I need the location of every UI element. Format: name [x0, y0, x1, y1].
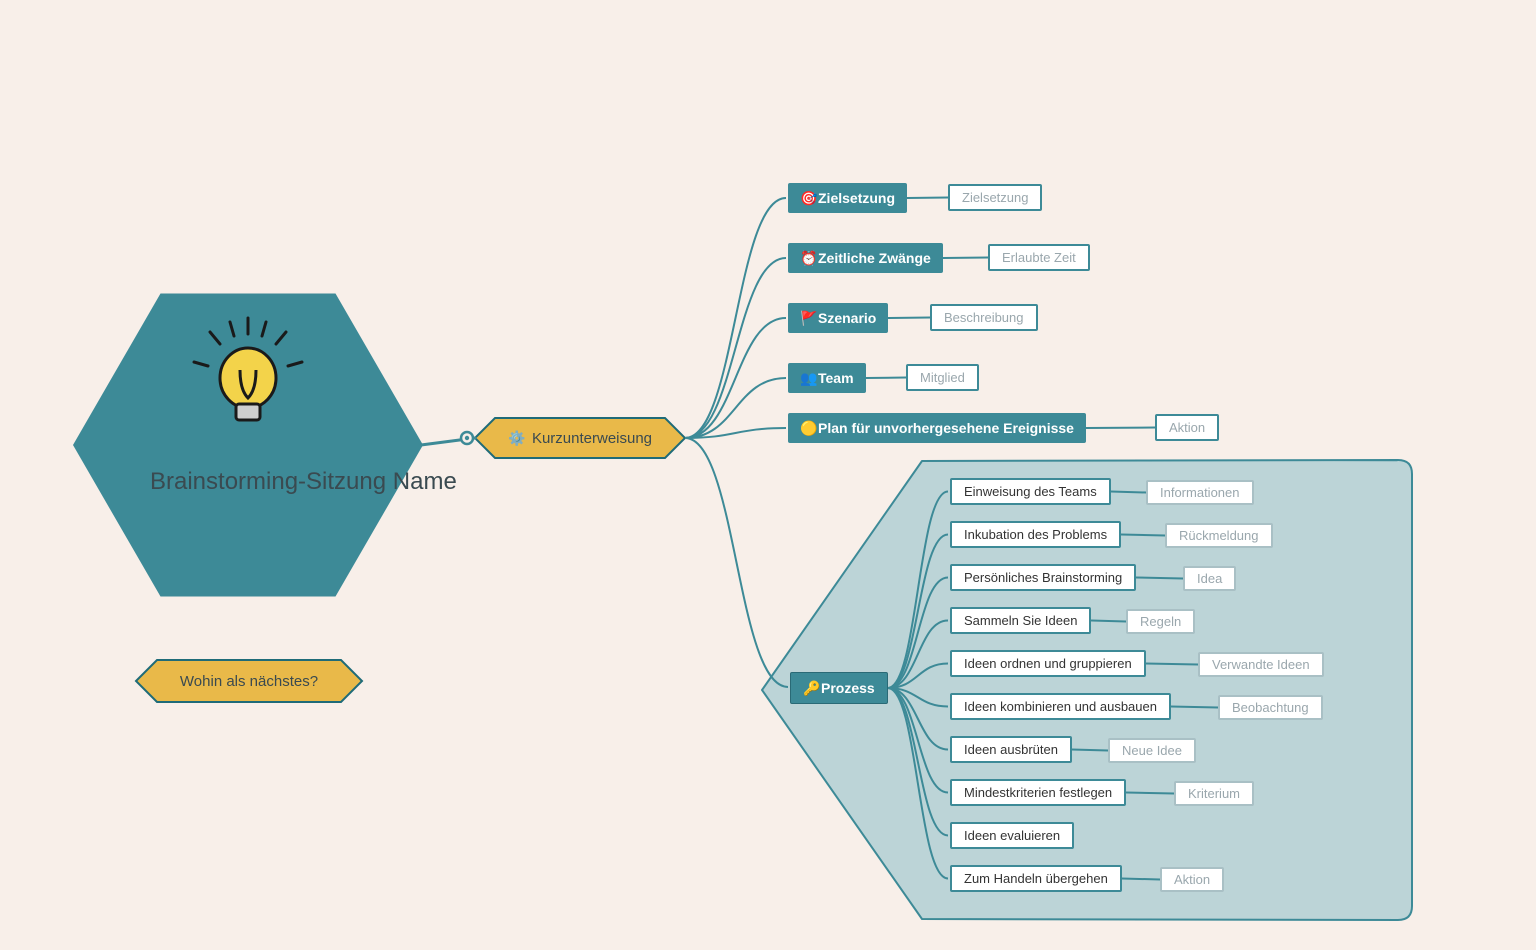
process-leaf-9[interactable]: Aktion: [1160, 867, 1224, 892]
process-leaf-label: Rückmeldung: [1179, 528, 1259, 543]
process-leaf-label: Aktion: [1174, 872, 1210, 887]
process-leaf-label: Kriterium: [1188, 786, 1240, 801]
leaf-label: Aktion: [1169, 420, 1205, 435]
process-leaf-1[interactable]: Rückmeldung: [1165, 523, 1273, 548]
leaf-ziel[interactable]: Zielsetzung: [948, 184, 1042, 211]
branch-zeit[interactable]: ⏰Zeitliche Zwänge: [788, 243, 943, 273]
branch-ziel[interactable]: 🎯Zielsetzung: [788, 183, 907, 213]
process-leaf-6[interactable]: Neue Idee: [1108, 738, 1196, 763]
key-icon: 🔑: [803, 679, 821, 697]
branch-plan[interactable]: 🟡Plan für unvorhergesehene Ereignisse: [788, 413, 1086, 443]
center-hex[interactable]: ⚙️ Kurzunterweisung: [475, 418, 685, 458]
leaf-zeit[interactable]: Erlaubte Zeit: [988, 244, 1090, 271]
process-step-1[interactable]: Inkubation des Problems: [950, 521, 1121, 548]
process-step-9[interactable]: Zum Handeln übergehen: [950, 865, 1122, 892]
leaf-label: Beschreibung: [944, 310, 1024, 325]
leaf-szen[interactable]: Beschreibung: [930, 304, 1038, 331]
next-hex-label: Wohin als nächstes?: [180, 673, 318, 690]
branch-label: Szenario: [818, 310, 876, 326]
process-leaf-0[interactable]: Informationen: [1146, 480, 1254, 505]
process-step-6[interactable]: Ideen ausbrüten: [950, 736, 1072, 763]
team-icon: 👥: [800, 369, 818, 387]
process-leaf-4[interactable]: Verwandte Ideen: [1198, 652, 1324, 677]
branch-label: Zielsetzung: [818, 190, 895, 206]
process-step-label: Ideen ausbrüten: [964, 742, 1058, 757]
process-step-label: Einweisung des Teams: [964, 484, 1097, 499]
leaf-plan[interactable]: Aktion: [1155, 414, 1219, 441]
process-leaf-7[interactable]: Kriterium: [1174, 781, 1254, 806]
leaf-label: Mitglied: [920, 370, 965, 385]
next-step-hex[interactable]: Wohin als nächstes?: [136, 660, 362, 702]
process-step-3[interactable]: Sammeln Sie Ideen: [950, 607, 1091, 634]
process-step-label: Ideen evaluieren: [964, 828, 1060, 843]
root-title-line2: Sitzung Name: [306, 467, 457, 497]
process-leaf-label: Regeln: [1140, 614, 1181, 629]
process-step-label: Ideen ordnen und gruppieren: [964, 656, 1132, 671]
branch-team[interactable]: 👥Team: [788, 363, 866, 393]
leaf-label: Erlaubte Zeit: [1002, 250, 1076, 265]
process-leaf-label: Neue Idee: [1122, 743, 1182, 758]
process-leaf-2[interactable]: Idea: [1183, 566, 1236, 591]
gear-icon: ⚙️: [508, 429, 526, 447]
center-hex-label: Kurzunterweisung: [532, 430, 652, 447]
process-node[interactable]: 🔑Prozess: [790, 672, 888, 704]
process-leaf-label: Informationen: [1160, 485, 1240, 500]
process-step-4[interactable]: Ideen ordnen und gruppieren: [950, 650, 1146, 677]
process-leaf-label: Verwandte Ideen: [1212, 657, 1310, 672]
branch-label: Team: [818, 370, 854, 386]
process-step-2[interactable]: Persönliches Brainstorming: [950, 564, 1136, 591]
process-step-label: Sammeln Sie Ideen: [964, 613, 1077, 628]
ziel-icon: 🎯: [800, 189, 818, 207]
process-step-8[interactable]: Ideen evaluieren: [950, 822, 1074, 849]
process-step-label: Ideen kombinieren und ausbauen: [964, 699, 1157, 714]
branch-label: Zeitliche Zwänge: [818, 250, 931, 266]
process-step-label: Zum Handeln übergehen: [964, 871, 1108, 886]
process-leaf-label: Idea: [1197, 571, 1222, 586]
leaf-label: Zielsetzung: [962, 190, 1028, 205]
branch-szen[interactable]: 🚩Szenario: [788, 303, 888, 333]
root-title: Brainstorming- Sitzung Name: [150, 467, 350, 497]
plan-icon: 🟡: [800, 419, 818, 437]
branch-label: Plan für unvorhergesehene Ereignisse: [818, 420, 1074, 436]
process-step-5[interactable]: Ideen kombinieren und ausbauen: [950, 693, 1171, 720]
process-step-7[interactable]: Mindestkriterien festlegen: [950, 779, 1126, 806]
process-step-label: Persönliches Brainstorming: [964, 570, 1122, 585]
leaf-team[interactable]: Mitglied: [906, 364, 979, 391]
process-label: Prozess: [821, 680, 875, 696]
process-step-label: Inkubation des Problems: [964, 527, 1107, 542]
process-leaf-label: Beobachtung: [1232, 700, 1309, 715]
process-leaf-3[interactable]: Regeln: [1126, 609, 1195, 634]
process-leaf-5[interactable]: Beobachtung: [1218, 695, 1323, 720]
zeit-icon: ⏰: [800, 249, 818, 267]
szen-icon: 🚩: [800, 309, 818, 327]
root-title-line1: Brainstorming-: [150, 467, 306, 497]
process-step-0[interactable]: Einweisung des Teams: [950, 478, 1111, 505]
process-step-label: Mindestkriterien festlegen: [964, 785, 1112, 800]
